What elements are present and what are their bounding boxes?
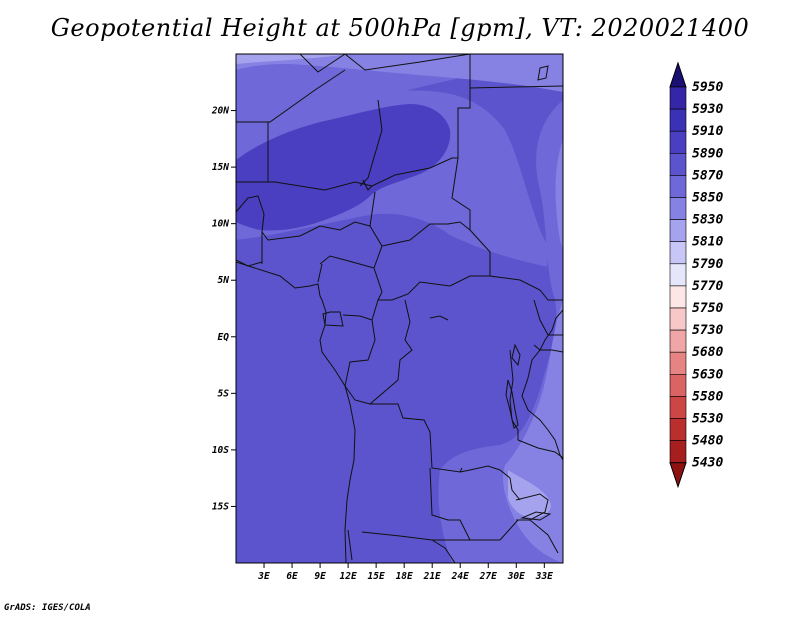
colorbar-swatch (669, 351, 687, 375)
colorbar-swatch (669, 440, 687, 464)
colorbar-swatch (669, 307, 687, 331)
colorbar-label: 5680 (692, 345, 723, 360)
map-frame (235, 53, 564, 564)
field-5830-east (503, 140, 563, 563)
lat-tick-label: 20N (211, 106, 229, 117)
country-borders (236, 54, 563, 563)
height-field (236, 54, 563, 563)
colorbar-label: 5770 (692, 279, 723, 294)
longitude-axis: 3E 6E 9E 12E 15E 18E 21E 24E 27E 30E 33E (257, 563, 553, 582)
lon-tick-label: 21E (423, 571, 441, 582)
colorbar-swatch (669, 130, 687, 154)
colorbar-swatch (669, 108, 687, 132)
colorbar-label: 5850 (692, 191, 723, 206)
lon-tick-label: 24E (451, 571, 469, 582)
colorbar-label: 5730 (692, 323, 723, 338)
colorbar-label: 5790 (692, 257, 723, 272)
colorbar-label: 5480 (692, 434, 723, 449)
lat-tick-label: 5S (218, 388, 230, 399)
lon-tick-label: 27E (479, 571, 497, 582)
colorbar-label: 5870 (692, 168, 723, 183)
field-5810-north (236, 54, 350, 64)
colorbar-label: 5810 (692, 235, 723, 250)
colorbar-label: 5890 (692, 146, 723, 161)
lat-tick-label: 15S (212, 501, 229, 512)
lon-tick-label: 9E (314, 571, 326, 582)
field-5810-southeast (508, 470, 551, 518)
colorbar: 5950 5930 5910 5890 5870 5850 5830 5810 5790 5770… (669, 61, 723, 489)
colorbar-swatch (669, 373, 687, 397)
colorbar-label: 5830 (692, 213, 723, 228)
colorbar-label: 5430 (692, 456, 723, 471)
lat-tick-label: 10N (212, 219, 229, 230)
lon-tick-label: 12E (340, 571, 357, 582)
colorbar-swatch (669, 263, 687, 287)
lon-tick-label: 15E (368, 571, 385, 582)
colorbar-label: 5950 (692, 80, 723, 95)
footer-credit: GrADS: IGES/COLA (4, 603, 91, 613)
field-5830-north (236, 54, 563, 92)
colorbar-swatch (669, 197, 687, 220)
colorbar-swatch (669, 329, 687, 353)
colorbar-swatch (669, 219, 687, 243)
colorbar-swatch (669, 175, 687, 198)
latitude-axis: 20N 15N 10N 5N EQ 5S 10S 15S (211, 106, 236, 512)
colorbar-label: 5630 (692, 367, 723, 382)
lon-tick-label: 18E (396, 571, 413, 582)
colorbar-label: 5930 (692, 102, 723, 117)
colorbar-label: 5530 (692, 412, 723, 427)
colorbar-swatch (669, 241, 687, 265)
lon-tick-label: 6E (286, 571, 298, 582)
lat-tick-label: EQ (218, 332, 230, 343)
lat-tick-label: 5N (218, 275, 230, 286)
colorbar-swatch (669, 86, 687, 110)
colorbar-label: 5910 (692, 124, 723, 139)
field-5890-sahel (236, 104, 451, 231)
colorbar-label: 5580 (692, 389, 723, 404)
colorbar-swatch (669, 153, 687, 176)
lat-tick-label: 10S (212, 445, 229, 456)
lon-tick-label: 3E (257, 571, 270, 582)
lon-tick-label: 30E (507, 571, 525, 582)
lon-tick-label: 33E (535, 571, 553, 582)
map-title: Geopotential Height at 500hPa [gpm], VT:… (50, 14, 750, 42)
colorbar-swatch (669, 396, 687, 419)
colorbar-top-arrow (669, 61, 687, 88)
colorbar-label: 5750 (692, 301, 723, 316)
colorbar-swatch (669, 418, 687, 441)
lat-tick-label: 15N (212, 162, 229, 173)
colorbar-swatch (669, 285, 687, 309)
colorbar-bottom-arrow (669, 462, 687, 489)
